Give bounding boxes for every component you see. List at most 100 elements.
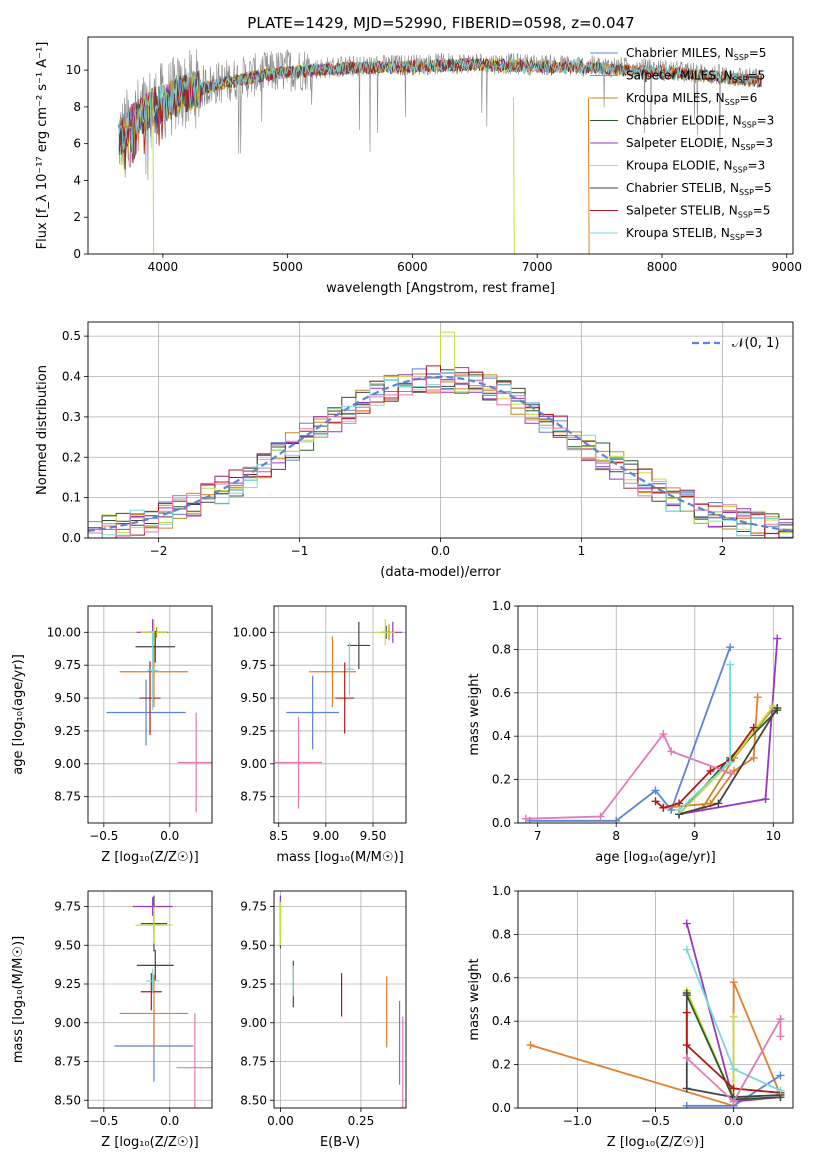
y-tick-label: 8.75 <box>240 790 267 804</box>
y-axis-label: Normed distribution <box>35 365 50 495</box>
massweight-marker <box>526 1041 535 1050</box>
massweight-marker <box>773 703 782 712</box>
y-tick-label: 0.0 <box>62 531 81 545</box>
y-tick-label: 0.8 <box>492 927 511 941</box>
legend-entry: Salpeter MILES, NSSP=5 <box>626 69 765 85</box>
massweight-marker <box>596 812 605 821</box>
y-tick-label: 9.25 <box>240 977 267 991</box>
y-tick-label: 8.75 <box>240 1055 267 1069</box>
x-tick-label: 8 <box>612 829 620 843</box>
plot-area <box>88 891 212 1108</box>
panel-massweight-vs-Z: −1.0 −0.5 0.0 0.0 0.2 0.4 0.6 0.8 1.0 Z [log₁₀(Z/… <box>467 884 794 1150</box>
massweight-line <box>654 726 755 809</box>
x-tick-label: 0.0 <box>724 1114 743 1128</box>
massweight-marker <box>729 978 738 987</box>
y-tick-label: 2 <box>73 210 81 224</box>
y-tick-label: 10 <box>66 63 81 77</box>
y-tick-label: 9.25 <box>54 724 81 738</box>
y-tick-label: 1.0 <box>492 599 511 613</box>
massweight-marker <box>726 769 735 778</box>
massweight-marker <box>651 786 660 795</box>
massweight-marker <box>749 753 758 762</box>
massweight-marker <box>726 643 735 652</box>
massweight-marker <box>776 1071 785 1080</box>
y-tick-label: 0.6 <box>492 971 511 985</box>
y-tick-label: 1.0 <box>492 884 511 898</box>
y-axis-label: mass weight <box>467 958 482 1040</box>
x-tick-label: −0.5 <box>89 1114 118 1128</box>
spectrum-legend: Chabrier MILES, NSSP=5 Salpeter MILES, NS… <box>590 46 774 242</box>
spectrum-dropout-line <box>587 97 590 254</box>
legend-entry: Chabrier MILES, NSSP=5 <box>626 46 766 62</box>
y-tick-label: 0.1 <box>62 491 81 505</box>
spectrum-dropout-line <box>512 97 515 254</box>
massweight-line <box>685 1012 781 1094</box>
y-tick-label: 0.8 <box>492 642 511 656</box>
y-tick-label: 9.75 <box>240 658 267 672</box>
panel-age-vs-Z: −0.5 0.0 8.75 9.00 9.25 9.50 9.75 10.00 Z [log₁₀… <box>11 605 213 865</box>
panel-mass-vs-Z: −0.5 0.0 8.50 8.75 9.00 9.25 9.50 9.75 Z [log₁₀(… <box>11 890 213 1150</box>
x-tick-label: 0.00 <box>267 1114 294 1128</box>
axes-frame <box>87 890 213 1109</box>
legend-entry: Kroupa STELIB, NSSP=3 <box>626 226 763 242</box>
y-tick-label: 0.2 <box>492 773 511 787</box>
y-tick-label: 8.50 <box>54 1093 81 1107</box>
plot-area <box>518 606 793 823</box>
x-tick-label: −1.0 <box>563 1114 592 1128</box>
x-tick-label: 5000 <box>272 260 303 274</box>
x-tick-label: −0.5 <box>89 829 118 843</box>
y-tick-label: 0.3 <box>62 410 81 424</box>
plot-area <box>274 891 406 1108</box>
y-tick-label: 0.0 <box>492 1101 511 1115</box>
massweight-marker <box>749 723 758 732</box>
x-tick-label: −1 <box>291 544 309 558</box>
massweight-marker <box>729 1084 738 1093</box>
x-tick-label: 9 <box>691 829 699 843</box>
massweight-marker <box>651 797 660 806</box>
axes-frame <box>87 36 794 255</box>
y-tick-label: 8 <box>73 100 81 114</box>
plot-area <box>88 606 212 823</box>
legend-entry: Kroupa MILES, NSSP=6 <box>626 91 757 107</box>
spectrum-model-line <box>118 58 762 154</box>
massweight-marker <box>776 1086 785 1095</box>
y-tick-label: 0.0 <box>492 816 511 830</box>
x-axis-label: age [log₁₀(age/yr)] <box>595 850 716 865</box>
x-tick-label: 8.5 <box>269 829 288 843</box>
y-axis-label: mass [log₁₀(M/M☉)] <box>11 936 26 1063</box>
x-tick-label: 2 <box>719 544 727 558</box>
y-tick-label: 10.00 <box>47 625 81 639</box>
massweight-marker <box>682 1054 691 1063</box>
y-axis-label: Flux [f_λ 10⁻¹⁷ erg cm⁻² s⁻¹ A⁻¹] <box>35 42 50 250</box>
y-tick-label: 9.50 <box>54 938 81 952</box>
x-tick-label: −0.5 <box>641 1114 670 1128</box>
massweight-marker <box>682 945 691 954</box>
y-tick-label: 10.00 <box>233 625 267 639</box>
figure-title: PLATE=1429, MJD=52990, FIBERID=0598, z=0… <box>247 14 634 32</box>
legend-entry: Kroupa ELODIE, NSSP=3 <box>626 159 765 175</box>
x-axis-label: Z [log₁₀(Z/Z☉)] <box>607 1135 704 1150</box>
y-tick-label: 0.4 <box>62 370 81 384</box>
y-axis-label: age [log₁₀(age/yr)] <box>11 654 26 775</box>
plot-area <box>274 606 406 823</box>
axes-frame <box>517 890 794 1109</box>
y-tick-label: 9.75 <box>54 658 81 672</box>
y-tick-label: 6 <box>73 137 81 151</box>
massweight-marker <box>612 816 621 823</box>
x-tick-label: 0.25 <box>348 1114 375 1128</box>
massweight-marker <box>682 1084 691 1093</box>
y-tick-label: 9.75 <box>240 900 267 914</box>
y-tick-label: 9.50 <box>240 938 267 952</box>
y-tick-label: 9.25 <box>240 724 267 738</box>
y-tick-label: 0.2 <box>62 450 81 464</box>
axes-frame <box>517 605 794 824</box>
massweight-marker <box>773 634 782 643</box>
massweight-line <box>525 732 731 820</box>
y-tick-label: 0.4 <box>492 1014 511 1028</box>
y-tick-label: 8.50 <box>240 1093 267 1107</box>
x-axis-label: Z [log₁₀(Z/Z☉)] <box>101 1135 198 1150</box>
x-tick-label: 1 <box>578 544 586 558</box>
legend-entry: Salpeter ELODIE, NSSP=3 <box>626 136 773 152</box>
massweight-marker <box>682 988 691 997</box>
